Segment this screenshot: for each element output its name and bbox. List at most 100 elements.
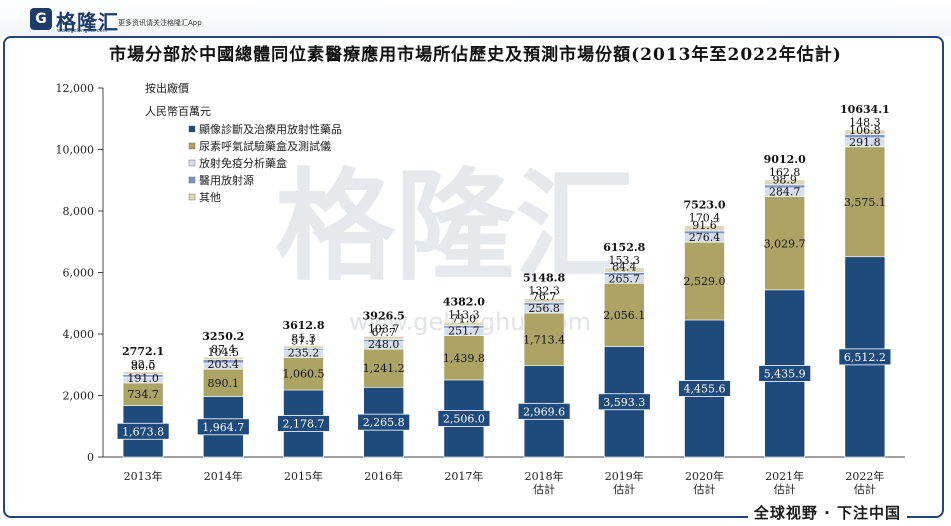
x-tick-label: 2018年 [525, 469, 564, 483]
data-label-1: 3,593.3 [603, 396, 645, 409]
data-label-5: 92.5 [131, 358, 156, 371]
bar-segment-2 [844, 146, 886, 258]
x-tick-label: 估計 [613, 482, 635, 496]
brand-logo-icon: G [30, 8, 52, 30]
data-label-4: 84.4 [612, 260, 637, 273]
bar-segment-5 [122, 371, 164, 375]
data-label-2: 1,439.8 [443, 352, 485, 365]
footer-slogan: 全球视野 · 下注中国 [747, 502, 907, 523]
data-label-3: 251.7 [448, 325, 480, 338]
watermark-text: 格隆汇 [275, 158, 635, 297]
data-label-3: 248.0 [368, 338, 400, 351]
data-label-3: 235.2 [288, 346, 320, 359]
y-tick-label: 8,000 [63, 205, 95, 218]
x-tick-label: 2020年 [685, 469, 724, 483]
bar-segment-2 [603, 282, 645, 347]
x-tick-label: 2017年 [444, 469, 483, 483]
bar-segment-5 [283, 345, 324, 349]
data-label-3: 265.7 [609, 272, 641, 285]
data-label-4: 91.6 [692, 219, 717, 232]
data-label-2: 2,056.1 [603, 309, 645, 322]
y-axis-label-2: 人民幣百萬元 [145, 105, 211, 118]
bar-segment-5 [443, 321, 485, 327]
data-label-box-1 [758, 365, 812, 382]
brand-name: 格隆汇 [56, 10, 119, 34]
data-label-1: 1,964.7 [202, 421, 244, 434]
total-label: 10634.1 [840, 103, 890, 116]
bar-segment-5 [523, 298, 565, 304]
data-label-box-1 [437, 410, 491, 427]
bar-segment-5 [363, 335, 405, 340]
data-label-2: 2,529.0 [684, 275, 726, 288]
data-label-4: 67.7 [371, 326, 396, 339]
data-label-2: 3,575.1 [844, 196, 886, 209]
data-label-box-1 [838, 348, 892, 366]
legend-swatch-1 [188, 125, 196, 133]
bar-segment-2 [363, 348, 405, 388]
data-label-1: 2,506.0 [443, 412, 485, 425]
legend-swatch-5 [188, 193, 196, 201]
data-label-5: 170.4 [689, 212, 721, 225]
x-tick-label: 估計 [533, 482, 555, 496]
x-tick-label: 2014年 [204, 469, 243, 483]
data-label-3: 276.4 [689, 231, 721, 244]
legend-swatch-3 [188, 159, 196, 167]
y-tick-label: 0 [87, 451, 94, 464]
x-tick-label: 2019年 [605, 469, 644, 483]
data-label-box-1 [597, 393, 651, 411]
data-label-4: 71.0 [452, 313, 477, 326]
data-label-5: 132.3 [528, 285, 560, 298]
bar-segment-2 [443, 335, 485, 381]
y-tick-label: 6,000 [63, 267, 95, 280]
data-label-box-1 [196, 418, 250, 436]
bar-segment-5 [844, 129, 886, 135]
y-tick-label: 4,000 [63, 328, 95, 341]
bar-segment-2 [283, 357, 324, 391]
data-label-2: 734.7 [127, 388, 159, 401]
legend-label-3: 放射免疫分析藥盒 [199, 156, 287, 170]
data-label-1: 5,435.9 [764, 367, 806, 380]
y-tick-label: 10,000 [56, 144, 95, 157]
data-label-3: 203.4 [208, 358, 240, 371]
legend-label-1: 顯像診斷及治療用放射性藥品 [199, 122, 342, 136]
data-label-2: 1,241.2 [363, 362, 405, 375]
legend-swatch-4 [188, 176, 196, 184]
total-label: 9012.0 [764, 153, 806, 166]
data-label-4: 76.7 [532, 290, 557, 303]
y-tick-label: 2,000 [63, 390, 95, 403]
x-tick-label: 2022年 [845, 469, 884, 483]
data-label-3: 256.8 [528, 302, 560, 315]
data-label-1: 4,455.6 [684, 382, 726, 395]
legend-label-4: 醫用放射源 [199, 173, 254, 187]
data-label-1: 2,178.7 [283, 418, 325, 431]
data-label-2: 3,029.7 [764, 237, 806, 250]
legend-label-2: 尿素呼氣試驗藥盒及測試儀 [199, 139, 331, 153]
data-label-box-1 [357, 413, 411, 431]
x-tick-label: 估計 [854, 482, 876, 496]
bar-segment-2 [203, 368, 244, 397]
data-label-5: 103.7 [368, 322, 400, 335]
data-label-box-1 [517, 402, 571, 420]
bar-segment-2 [523, 312, 565, 366]
data-label-4: 57.1 [291, 334, 316, 347]
top-bar: G 格隆汇 www.gelonghui.com 更多资讯请关注格隆汇App [0, 0, 951, 36]
data-label-5: 81.3 [291, 332, 316, 345]
data-label-4: 104.5 [208, 346, 240, 359]
data-label-3: 191.0 [127, 372, 159, 385]
chart-title: 市場分部於中國總體同位素醫療應用市場所佔歷史及預測市場份額(2013年至2022… [109, 45, 842, 65]
data-label-1: 6,512.2 [844, 351, 886, 364]
total-label: 2772.1 [122, 345, 164, 358]
x-tick-label: 2013年 [124, 469, 163, 483]
total-label: 3612.8 [282, 319, 324, 332]
data-label-1: 2,265.8 [363, 416, 405, 429]
data-label-5: 162.8 [769, 166, 801, 179]
x-tick-label: 估計 [774, 482, 796, 496]
data-label-box-1 [277, 415, 330, 432]
total-label: 3926.5 [363, 309, 405, 322]
bar-segment-2 [764, 196, 806, 291]
bar-segment-5 [203, 356, 244, 361]
data-label-box-1 [678, 380, 731, 397]
brand-slogan: 更多资讯请关注格隆汇App [118, 19, 202, 27]
data-label-1: 1,673.8 [122, 425, 164, 438]
